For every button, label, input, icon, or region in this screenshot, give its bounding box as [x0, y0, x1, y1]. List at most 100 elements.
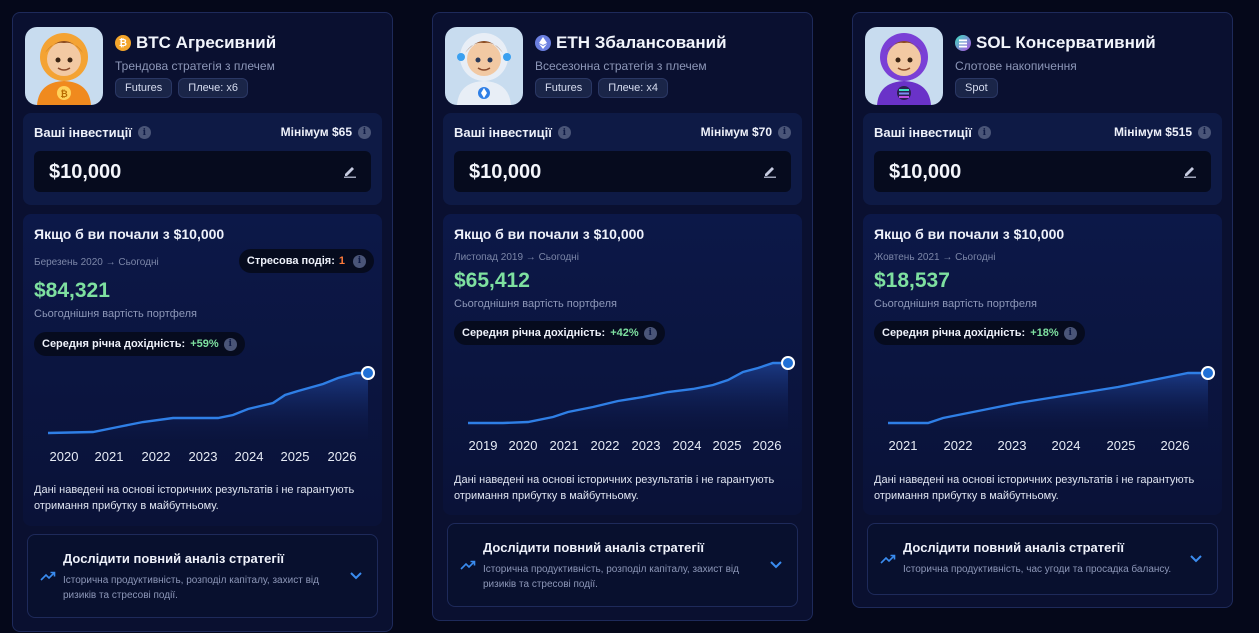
disclaimer: Дані наведені на основі історичних резул… [34, 484, 355, 512]
chart-endpoint-marker [361, 366, 375, 380]
x-axis-label: 2020 [509, 438, 538, 453]
portfolio-value-label: Сьогоднішня вартість портфеля [34, 308, 197, 320]
annual-return-label: Середня річна дохідність: [42, 338, 186, 350]
minimum-label: Мінімум $515 [1113, 125, 1192, 139]
analysis-description: Історична продуктивність, час угоди та п… [903, 564, 1172, 575]
annual-return-label: Середня річна дохідність: [462, 327, 606, 339]
strategy-analysis-expander[interactable]: Дослідити повний аналіз стратегії Істори… [27, 534, 378, 618]
tag-market: Futures [535, 78, 593, 98]
svg-text:₿: ₿ [60, 89, 67, 99]
trending-up-icon [40, 571, 56, 581]
investment-amount-field[interactable]: $10,000 [874, 151, 1211, 192]
chevron-down-icon[interactable] [349, 571, 363, 581]
pencil-icon[interactable] [343, 164, 357, 178]
stress-count: 1 [338, 255, 345, 267]
x-axis-label: 2026 [753, 438, 782, 453]
x-axis-label: 2022 [591, 438, 620, 453]
strategy-title: SOL Консервативний [976, 33, 1156, 52]
investment-panel: Ваші інвестиції i Мінімум $65 i $10,000 [23, 113, 382, 205]
strategy-subtitle: Трендова стратегія з плечем [115, 59, 275, 73]
analysis-title: Дослідити повний аналіз стратегії [63, 551, 285, 566]
chevron-down-icon[interactable] [1189, 554, 1203, 564]
x-axis-label: 2025 [281, 449, 310, 464]
sol-astronaut-avatar [865, 27, 943, 105]
simulation-title: Якщо б ви почали з $10,000 [874, 226, 1065, 242]
trending-up-icon [880, 554, 896, 564]
card-header: ₿ ₿ BTC Агресивний Трендова стратегія з … [25, 27, 380, 109]
annual-return-label: Середня річна дохідність: [882, 327, 1026, 339]
btc-astronaut-avatar: ₿ [25, 27, 103, 105]
x-axis-label: 2019 [469, 438, 498, 453]
stress-events-badge[interactable]: Стресова подія: 1 i [238, 249, 374, 273]
eth-astronaut-avatar [445, 27, 523, 105]
portfolio-value: $84,321 [34, 279, 110, 302]
analysis-title: Дослідити повний аналіз стратегії [483, 540, 705, 555]
info-icon[interactable]: i [223, 337, 237, 351]
x-axis-label: 2022 [944, 438, 973, 453]
x-axis-label: 2024 [235, 449, 264, 464]
investments-label: Ваші інвестиції [454, 125, 552, 140]
x-axis-label: 2021 [550, 438, 579, 453]
info-icon[interactable]: i [778, 125, 791, 139]
chevron-down-icon[interactable] [769, 560, 783, 570]
trending-up-icon [460, 560, 476, 570]
strategy-analysis-expander[interactable]: Дослідити повний аналіз стратегії Істори… [447, 523, 798, 607]
growth-chart: 2019 2020 2021 2022 2023 2024 2025 2026 [468, 356, 795, 453]
tag-market: Futures [115, 78, 173, 98]
info-icon[interactable]: i [137, 126, 151, 139]
pencil-icon[interactable] [763, 164, 777, 178]
x-axis-label: 2022 [142, 449, 171, 464]
tag-leverage: Плече: x4 [598, 78, 668, 98]
simulation-title: Якщо б ви почали з $10,000 [34, 226, 225, 242]
annual-return-badge: Середня річна дохідність: +18% i [874, 321, 1085, 345]
bitcoin-icon: ₿ [115, 35, 131, 51]
annual-return-badge: Середня річна дохідність: +42% i [454, 321, 665, 345]
investment-amount: $10,000 [49, 161, 122, 183]
strategy-subtitle: Слотове накопичення [955, 59, 1077, 73]
x-axis-label: 2025 [713, 438, 742, 453]
minimum-label: Мінімум $65 [280, 125, 352, 139]
strategy-tags: Futures Плече: x4 [535, 78, 668, 98]
analysis-description: Історична продуктивність, розподіл капіт… [483, 564, 739, 590]
info-icon[interactable]: i [1198, 125, 1211, 139]
x-axis-label: 2020 [50, 449, 79, 464]
strategy-analysis-expander[interactable]: Дослідити повний аналіз стратегії Істори… [867, 523, 1218, 595]
investments-label: Ваші інвестиції [874, 125, 972, 140]
period-label: Березень 2020 → Сьогодні [34, 257, 159, 268]
investment-amount-field[interactable]: $10,000 [454, 151, 791, 192]
investment-panel: Ваші інвестиції i Мінімум $70 i $10,000 [443, 113, 802, 205]
chart-endpoint-marker [1201, 366, 1215, 380]
info-icon[interactable]: i [358, 125, 371, 139]
annual-return-value: +42% [610, 327, 639, 339]
annual-return-value: +18% [1030, 327, 1059, 339]
x-axis-label: 2026 [328, 449, 357, 464]
info-icon[interactable]: i [643, 326, 657, 340]
strategy-card-sol: SOL Консервативний Слотове накопичення S… [852, 12, 1233, 608]
period-label: Листопад 2019 → Сьогодні [454, 252, 579, 263]
card-header: ETH Збалансований Всесезонна стратегія з… [445, 27, 800, 109]
info-icon[interactable]: i [977, 126, 991, 139]
disclaimer: Дані наведені на основі історичних резул… [454, 474, 775, 502]
x-axis-label: 2026 [1161, 438, 1190, 453]
info-icon[interactable]: i [557, 126, 571, 139]
portfolio-value: $18,537 [874, 269, 950, 292]
info-icon[interactable]: i [1063, 326, 1077, 340]
annual-return-value: +59% [190, 338, 219, 350]
strategy-card-btc: ₿ ₿ BTC Агресивний Трендова стратегія з … [12, 12, 393, 632]
x-axis-label: 2024 [673, 438, 702, 453]
strategy-card-eth: ETH Збалансований Всесезонна стратегія з… [432, 12, 813, 621]
analysis-title: Дослідити повний аналіз стратегії [903, 540, 1125, 555]
pencil-icon[interactable] [1183, 164, 1197, 178]
investments-label: Ваші інвестиції [34, 125, 132, 140]
disclaimer: Дані наведені на основі історичних резул… [874, 474, 1195, 502]
investment-amount-field[interactable]: $10,000 [34, 151, 371, 192]
portfolio-value-label: Сьогоднішня вартість портфеля [454, 298, 617, 310]
info-icon[interactable]: i [353, 254, 366, 268]
x-axis-label: 2023 [189, 449, 218, 464]
chart-endpoint-marker [781, 356, 795, 370]
strategy-subtitle: Всесезонна стратегія з плечем [535, 59, 707, 73]
simulation-panel: Якщо б ви почали з $10,000 Березень 2020… [23, 214, 382, 526]
tag-leverage: Плече: x6 [178, 78, 248, 98]
strategy-title: BTC Агресивний [136, 33, 277, 52]
x-axis-label: 2023 [632, 438, 661, 453]
